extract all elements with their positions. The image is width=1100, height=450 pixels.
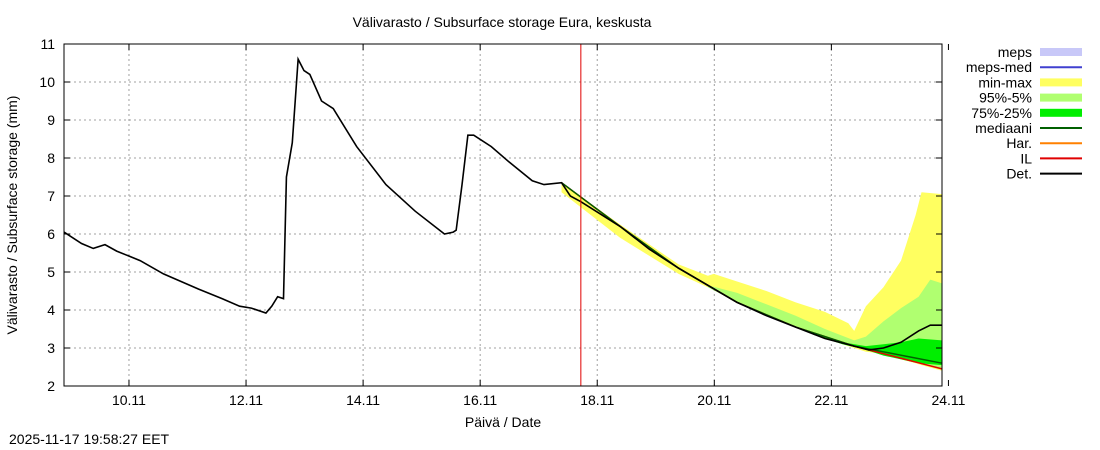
- x-tick-label: 24.11: [931, 392, 965, 408]
- x-tick-label: 20.11: [697, 392, 731, 408]
- x-axis-ticks: 10.11 12.11 14.11 16.11 18.11 20.11 22.11 24.11: [112, 44, 966, 408]
- y-tick-label: 5: [47, 264, 55, 280]
- legend-label: 75%-25%: [971, 105, 1032, 121]
- legend-label: Har.: [1006, 135, 1032, 151]
- legend-label: min-max: [978, 74, 1032, 90]
- y-tick-label: 7: [47, 188, 55, 204]
- legend-swatch: [1040, 93, 1082, 102]
- y-tick-label: 8: [47, 150, 55, 166]
- y-tick-label: 3: [47, 340, 55, 356]
- x-tick-label: 22.11: [814, 392, 848, 408]
- legend-label: meps-med: [966, 59, 1032, 75]
- y-tick-label: 11: [40, 36, 55, 52]
- band-min-max: [561, 182, 942, 371]
- legend-label: 95%-5%: [979, 90, 1032, 106]
- legend: mepsmeps-medmin-max95%-5%75%-25%mediaani…: [966, 44, 1082, 182]
- series-det: [63, 56, 942, 351]
- legend-label: mediaani: [975, 120, 1032, 136]
- y-axis-label: Välivarasto / Subsurface storage (mm): [4, 96, 20, 335]
- y-tick-label: 6: [47, 226, 55, 242]
- legend-label: Det.: [1006, 166, 1032, 182]
- grid: [64, 44, 942, 386]
- x-tick-label: 10.11: [112, 392, 146, 408]
- chart-title: Välivarasto / Subsurface storage Eura, k…: [353, 14, 652, 30]
- legend-swatch: [1040, 78, 1082, 87]
- y-tick-label: 4: [47, 302, 55, 318]
- forecast-bands: [561, 182, 942, 371]
- x-tick-label: 16.11: [463, 392, 497, 408]
- x-tick-label: 14.11: [346, 392, 380, 408]
- data-lines: [63, 56, 943, 370]
- plot-frame: [63, 43, 943, 387]
- x-tick-label: 12.11: [229, 392, 263, 408]
- legend-label: IL: [1020, 150, 1032, 166]
- y-tick-label: 2: [47, 378, 55, 394]
- y-tick-label: 10: [39, 74, 55, 90]
- timestamp: 2025-11-17 19:58:27 EET: [9, 431, 170, 447]
- x-axis-label: Päivä / Date: [465, 414, 541, 430]
- y-axis-ticks: 2 3 4 5 6 7 8 9 10 11: [39, 36, 942, 394]
- legend-label: meps: [998, 44, 1032, 60]
- x-tick-label: 18.11: [580, 392, 614, 408]
- y-tick-label: 9: [47, 112, 55, 128]
- legend-swatch: [1040, 108, 1082, 117]
- legend-swatch: [1040, 48, 1082, 56]
